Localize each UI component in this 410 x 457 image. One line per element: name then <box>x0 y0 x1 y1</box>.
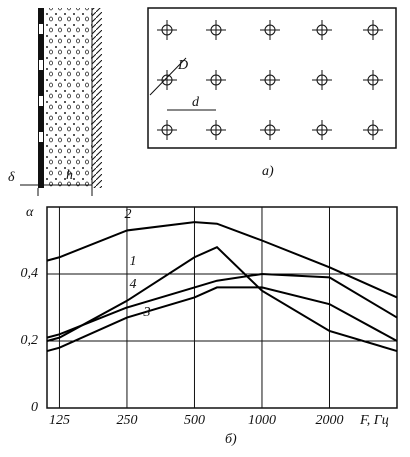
h-label: h <box>66 168 73 183</box>
series-line <box>46 246 398 353</box>
hole-plate <box>147 7 397 149</box>
x-tick-label: 500 <box>184 413 205 428</box>
y-tick-label: 0,2 <box>21 333 39 348</box>
y-axis-label: α <box>26 205 34 220</box>
delta-label: δ <box>8 170 15 185</box>
series-label: 2 <box>125 207 132 222</box>
x-tick-label: 125 <box>49 413 70 428</box>
series-line <box>46 272 398 339</box>
x-tick-label: 1000 <box>248 413 276 428</box>
series-line <box>46 286 398 353</box>
y-tick-label: 0,4 <box>21 266 39 281</box>
series-label: 1 <box>130 254 137 269</box>
caption-b: б) <box>225 432 237 447</box>
x-axis-label: F, Гц <box>359 413 389 428</box>
x-tick-label: 2000 <box>315 413 343 428</box>
y-tick-label: 0 <box>31 400 38 415</box>
series-label: 4 <box>130 277 137 292</box>
caption-a: а) <box>262 164 274 179</box>
plot-frame <box>46 206 398 409</box>
x-tick-label: 250 <box>116 413 137 428</box>
d-spacing-label: d <box>192 95 200 110</box>
wall-diagram: δ h <box>8 8 102 196</box>
series-label: 3 <box>143 305 151 320</box>
series-line <box>46 221 398 299</box>
d-diameter-label: D <box>177 58 188 73</box>
